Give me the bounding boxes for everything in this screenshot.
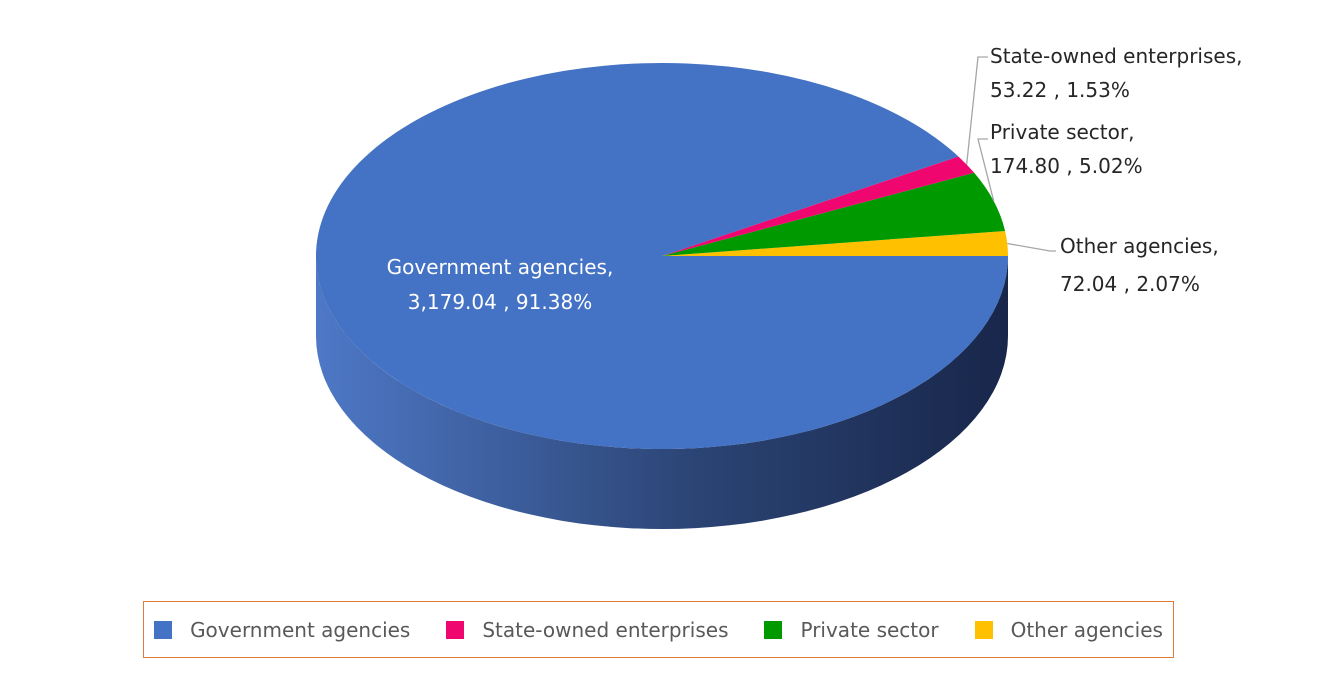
legend-swatch-state-owned-enterprises — [446, 620, 465, 639]
legend-label-government-agencies: Government agencies — [190, 617, 411, 642]
data-label-category-private-sector: Private sector, — [990, 120, 1134, 144]
data-label-value-state-owned-enterprises: 53.22 , 1.53% — [990, 78, 1130, 102]
legend-swatch-private-sector — [764, 620, 783, 639]
legend-item-government-agencies: Government agencies — [154, 618, 410, 642]
leader-line-private-sector — [977, 138, 995, 202]
legend-swatch-government-agencies — [154, 620, 173, 639]
pie-side-wall — [316, 256, 1008, 529]
legend: Government agencies State-owned enterpris… — [143, 601, 1174, 658]
legend-item-other-agencies: Other agencies — [974, 617, 1163, 642]
data-label-category-state-owned-enterprises: State-owned enterprises, — [990, 44, 1242, 68]
data-label-value-government-agencies: 3,179.04 , 91.38% — [408, 290, 592, 314]
pie-slice-state-owned-enterprises — [662, 156, 975, 256]
leader-line-other-agencies — [1007, 242, 1056, 252]
leader-line-state-owned-enterprises — [966, 56, 988, 165]
pie-slice-private-sector — [662, 172, 1006, 256]
data-label-category-government-agencies: Government agencies, — [387, 255, 614, 279]
data-label-value-other-agencies: 72.04 , 2.07% — [1060, 272, 1200, 296]
data-label-value-private-sector: 174.80 , 5.02% — [990, 154, 1143, 178]
legend-item-private-sector: Private sector — [764, 617, 939, 642]
legend-label-private-sector: Private sector — [800, 617, 939, 642]
legend-swatch-other-agencies — [974, 620, 993, 639]
pie-slice-other-agencies — [662, 230, 1008, 256]
data-label-category-other-agencies: Other agencies, — [1060, 234, 1219, 258]
legend-label-state-owned-enterprises: State-owned enterprises — [482, 617, 729, 642]
legend-label-other-agencies: Other agencies — [1010, 617, 1163, 642]
legend-item-state-owned-enterprises: State-owned enterprises — [446, 618, 728, 642]
pie-slice-government-agencies — [315, 63, 1008, 450]
